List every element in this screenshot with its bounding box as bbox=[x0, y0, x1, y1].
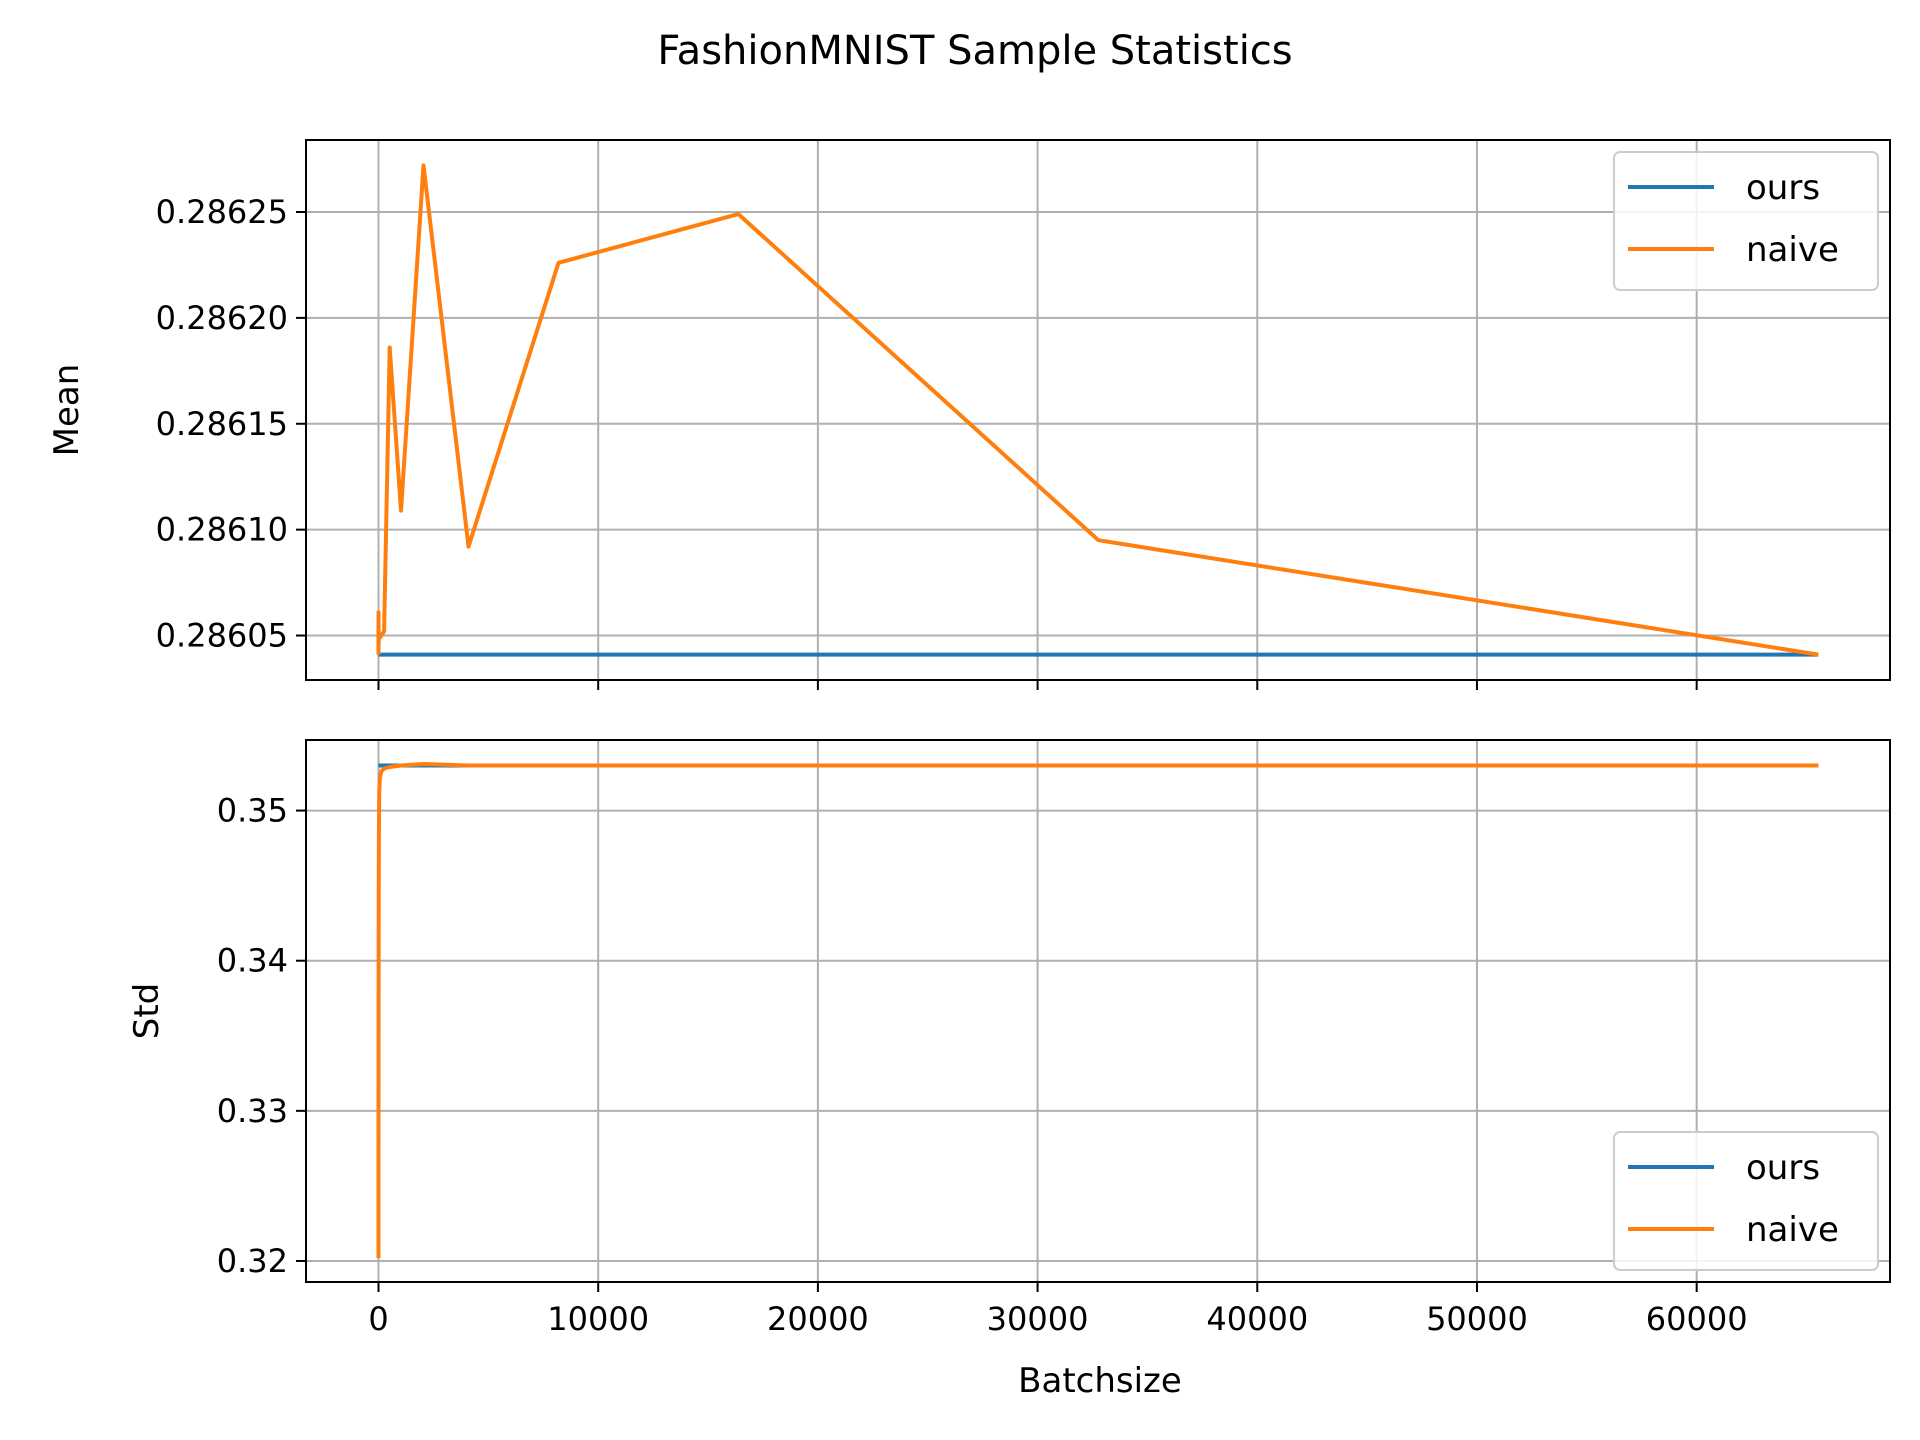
y-tick-label: 0.35 bbox=[217, 792, 288, 830]
series-line-naive bbox=[376, 163, 1819, 657]
y-tick-label: 0.34 bbox=[217, 942, 288, 980]
x-tick-label: 0 bbox=[368, 1300, 388, 1338]
x-tick-label: 60000 bbox=[1646, 1300, 1748, 1338]
series-line-naive bbox=[376, 762, 1819, 1258]
mean-subplot: 0.28605 0.28610 0.28615 0.28620 0.28625 Mean o… bbox=[47, 139, 1891, 690]
chart-title: FashionMNIST Sample Statistics bbox=[657, 28, 1292, 74]
axes-frame bbox=[305, 739, 1891, 1283]
legend-label-ours: ours bbox=[1746, 168, 1820, 208]
legend: ours naive bbox=[1613, 151, 1879, 291]
legend-label-naive: naive bbox=[1746, 230, 1839, 270]
y-tick-label: 0.28615 bbox=[156, 405, 288, 443]
y-axis-label: Std bbox=[127, 983, 167, 1040]
x-tick-label: 50000 bbox=[1426, 1300, 1528, 1338]
legend-label-ours: ours bbox=[1746, 1148, 1820, 1188]
x-axis-label: Batchsize bbox=[1018, 1361, 1182, 1401]
x-tick-label: 20000 bbox=[767, 1300, 869, 1338]
x-tick-label: 40000 bbox=[1206, 1300, 1308, 1338]
y-tick-label: 0.28610 bbox=[156, 511, 288, 549]
x-tick-label: 10000 bbox=[547, 1300, 649, 1338]
legend-label-naive: naive bbox=[1746, 1210, 1839, 1250]
std-subplot: 0 10000 20000 30000 40000 50000 60000 0.32 0.33 0… bbox=[127, 739, 1891, 1338]
x-tick-label: 30000 bbox=[987, 1300, 1089, 1338]
y-axis-label: Mean bbox=[47, 364, 87, 457]
y-tick-label: 0.28625 bbox=[156, 193, 288, 231]
y-tick-label: 0.33 bbox=[217, 1092, 288, 1130]
y-tick-label: 0.28620 bbox=[156, 299, 288, 337]
y-tick-label: 0.28605 bbox=[156, 617, 288, 655]
legend: ours naive bbox=[1613, 1131, 1879, 1271]
y-tick-label: 0.32 bbox=[217, 1242, 288, 1280]
axes-frame bbox=[305, 139, 1891, 681]
